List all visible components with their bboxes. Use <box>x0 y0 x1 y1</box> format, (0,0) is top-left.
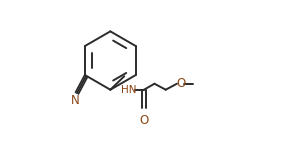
Text: O: O <box>176 77 186 90</box>
Text: HN: HN <box>120 85 136 95</box>
Text: N: N <box>70 94 79 107</box>
Text: O: O <box>139 114 149 127</box>
